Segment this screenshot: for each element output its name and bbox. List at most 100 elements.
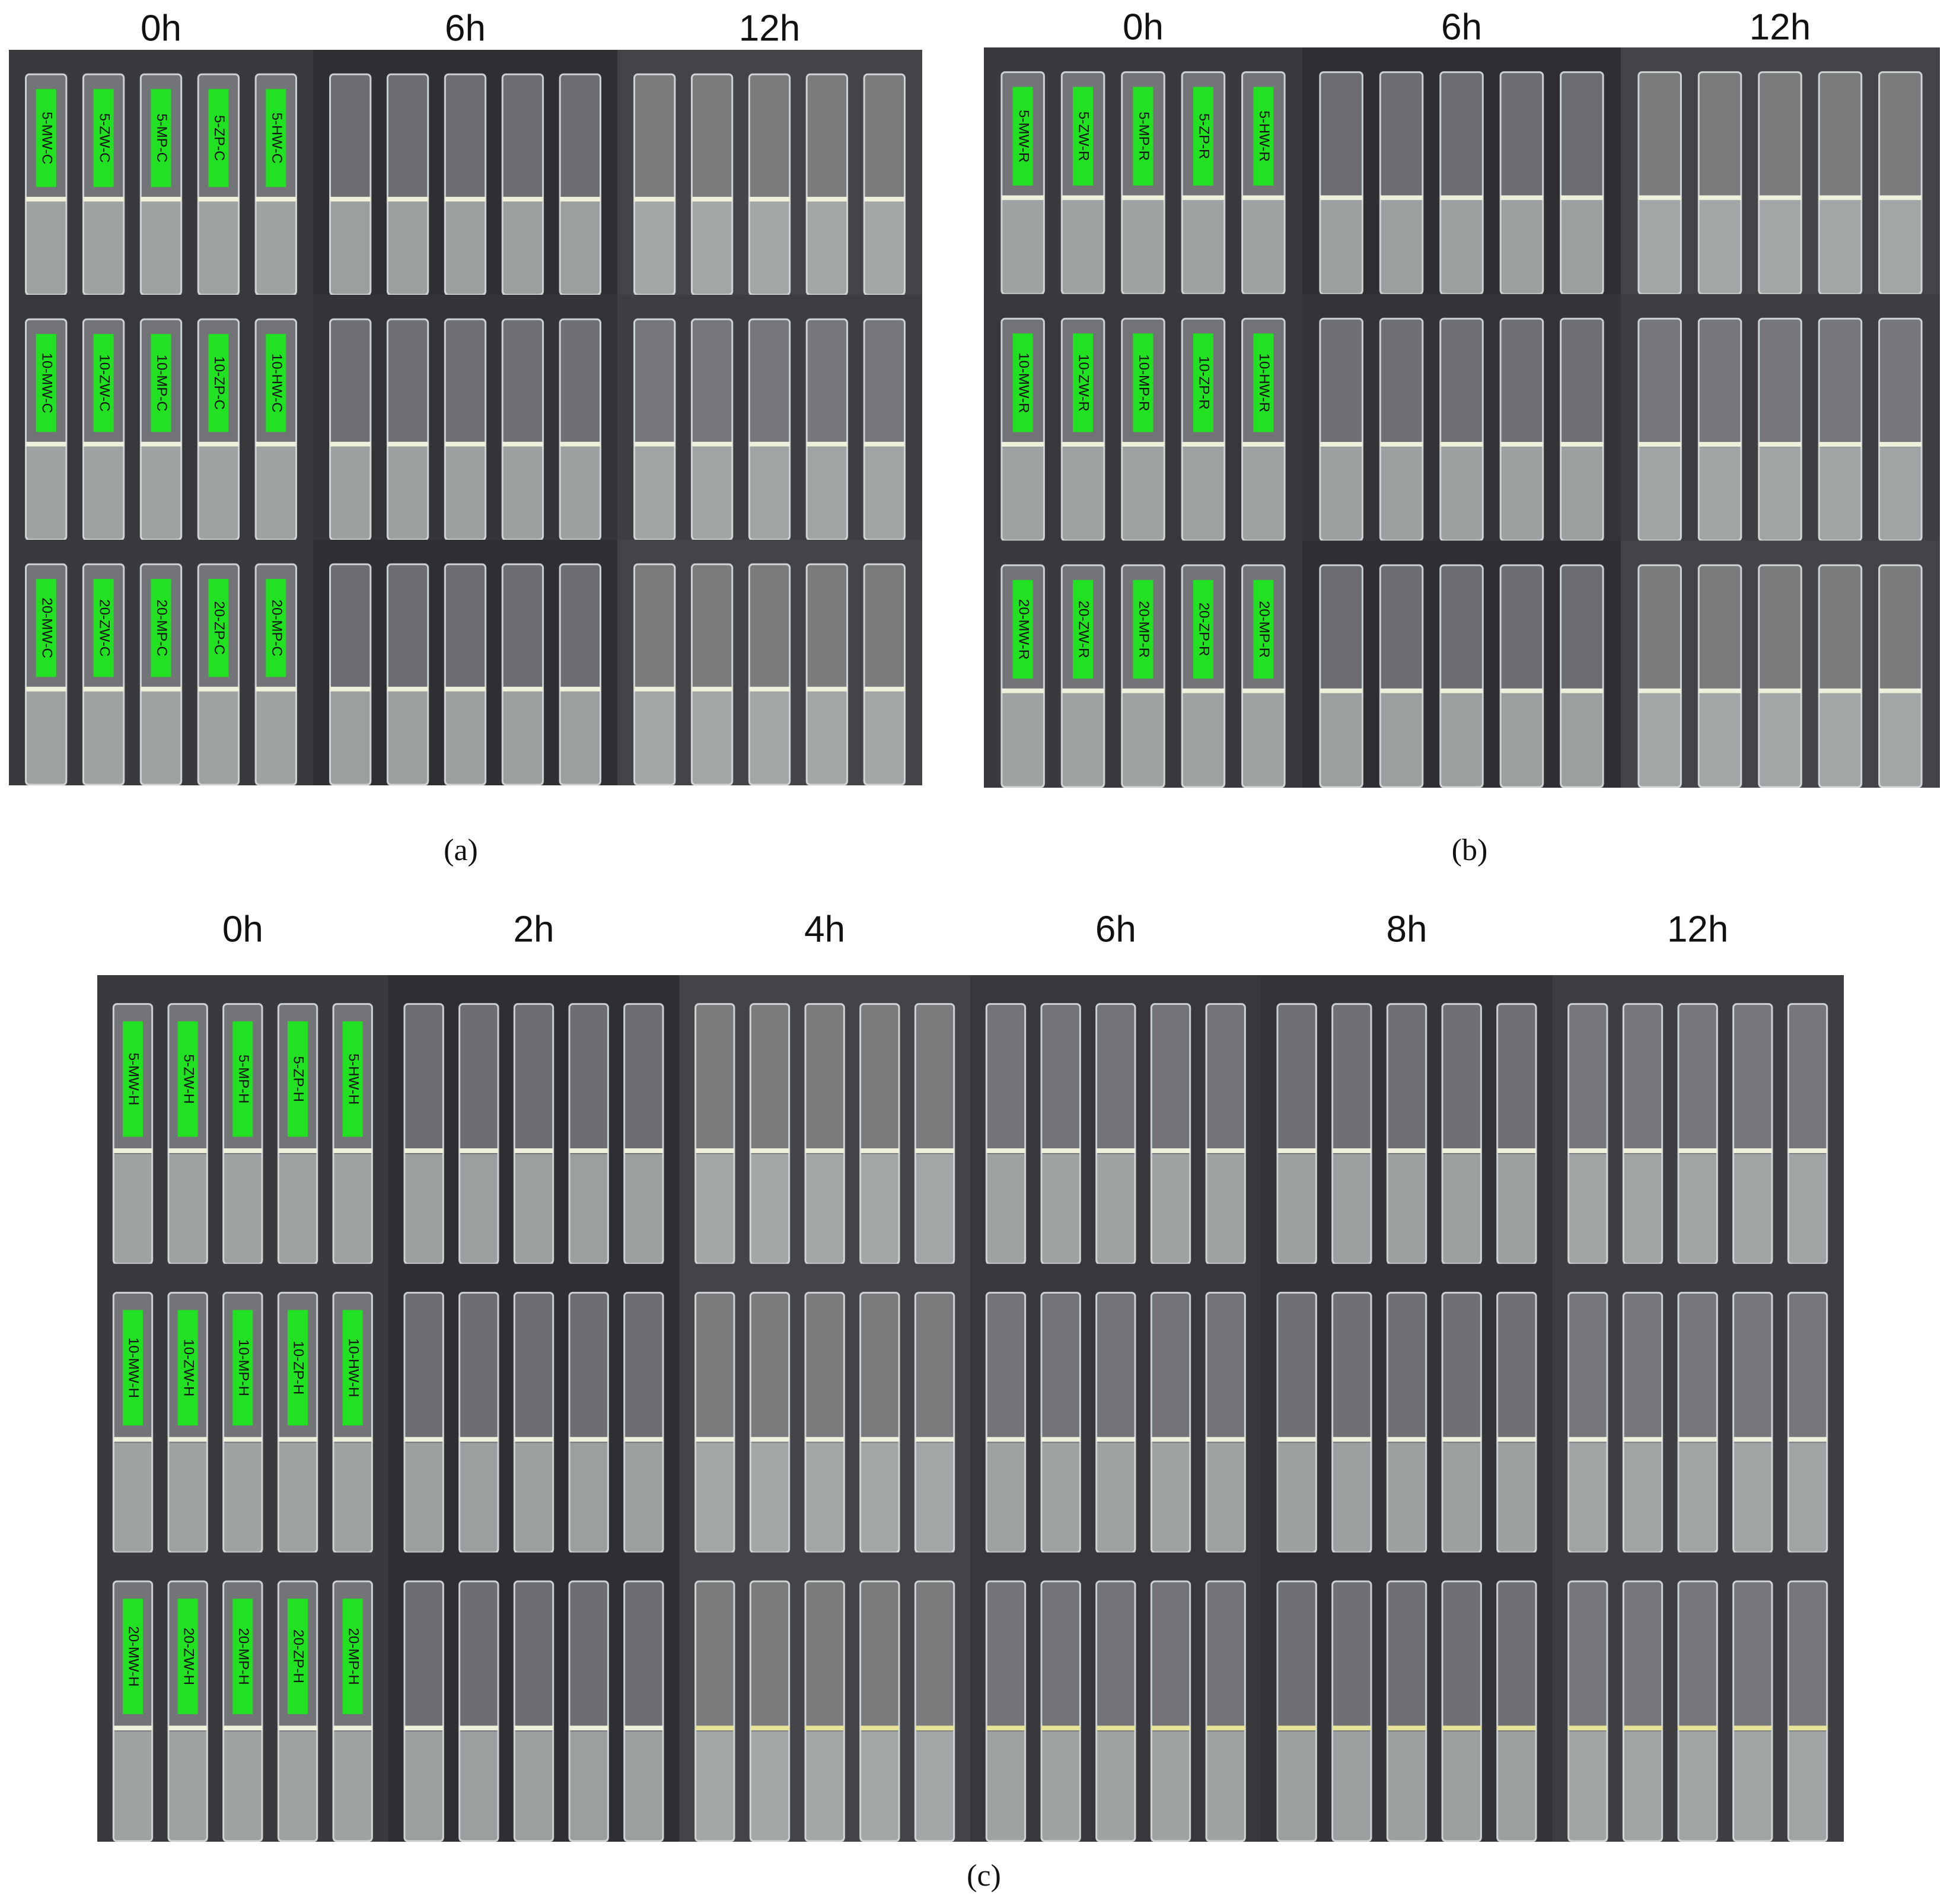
photo — [679, 975, 971, 1265]
tube-label-bg — [1253, 333, 1274, 432]
meniscus — [404, 1148, 444, 1153]
meniscus — [1638, 195, 1681, 200]
meniscus — [223, 1725, 263, 1731]
tube — [559, 563, 601, 786]
tube-label: 5-MW-H — [126, 1053, 142, 1106]
tube-label-bg — [288, 1021, 308, 1137]
tube-label: 10-MW-C — [39, 353, 55, 413]
time-label: 2h — [514, 909, 555, 950]
meniscus — [805, 1725, 845, 1731]
photo — [970, 975, 1262, 1265]
meniscus — [1380, 442, 1423, 447]
tube-label-bg — [288, 1599, 308, 1714]
tube-label-bg — [1193, 580, 1213, 679]
photo — [388, 1263, 680, 1553]
liquid — [387, 447, 428, 540]
liquid — [1387, 1154, 1426, 1264]
meniscus — [1332, 1437, 1372, 1442]
tube — [914, 1580, 955, 1842]
meniscus — [141, 441, 181, 447]
meniscus — [624, 1725, 664, 1731]
panel-caption: (c) — [967, 1859, 1001, 1893]
liquid — [1788, 1731, 1827, 1841]
liquid — [1560, 693, 1604, 787]
liquid — [1041, 1154, 1081, 1264]
tube — [623, 1003, 664, 1265]
tube-label: 10-ZP-H — [291, 1341, 307, 1395]
tube-label-bg — [1193, 87, 1213, 186]
tube — [859, 1003, 900, 1265]
meniscus — [1568, 1148, 1608, 1153]
tube-label-bg — [342, 1599, 363, 1714]
meniscus — [1151, 1148, 1190, 1153]
liquid — [1442, 1154, 1481, 1264]
tube-label-bg — [1073, 333, 1094, 432]
meniscus — [83, 686, 124, 692]
liquid — [330, 692, 371, 785]
tube — [1732, 1003, 1773, 1265]
meniscus — [198, 441, 239, 447]
time-label: 6h — [1441, 7, 1482, 47]
meniscus — [459, 1148, 499, 1153]
liquid — [1242, 200, 1285, 294]
meniscus — [1332, 1148, 1372, 1153]
liquid — [278, 1154, 317, 1264]
liquid — [864, 447, 905, 540]
meniscus — [1121, 442, 1165, 447]
photo — [1552, 975, 1844, 1265]
meniscus — [1182, 688, 1225, 693]
liquid — [278, 1443, 317, 1553]
tube — [501, 563, 544, 786]
meniscus — [256, 441, 297, 447]
liquid — [1568, 1154, 1608, 1264]
tube-label: 10-MP-C — [154, 355, 170, 412]
meniscus — [1096, 1148, 1136, 1153]
photo — [1261, 975, 1553, 1265]
tube-label: 5-ZW-H — [180, 1054, 196, 1104]
meniscus — [1733, 1437, 1773, 1442]
meniscus — [1788, 1725, 1827, 1731]
liquid — [141, 692, 181, 785]
liquid — [330, 447, 371, 540]
liquid — [1497, 1154, 1537, 1264]
liquid — [26, 447, 66, 540]
meniscus — [1568, 1437, 1608, 1442]
liquid — [1623, 1443, 1662, 1553]
meniscus — [860, 1725, 900, 1731]
meniscus — [1442, 1148, 1481, 1153]
photo — [1302, 294, 1621, 542]
tube-label-bg — [122, 1021, 143, 1137]
tube-label-bg — [151, 334, 171, 432]
meniscus — [1380, 688, 1423, 693]
liquid — [750, 1731, 789, 1841]
liquid — [864, 202, 905, 295]
tube — [1677, 1580, 1718, 1842]
liquid — [1699, 693, 1741, 787]
tube-label-bg — [1133, 333, 1153, 432]
liquid — [113, 1731, 152, 1841]
time-label: 0h — [141, 8, 181, 49]
meniscus — [1242, 195, 1285, 200]
meniscus — [333, 1725, 372, 1731]
tube-label: 20-MP-C — [269, 600, 285, 657]
photo — [1621, 294, 1940, 542]
meniscus — [624, 1148, 664, 1153]
meniscus — [1440, 688, 1483, 693]
tube — [1787, 1003, 1828, 1265]
meniscus — [1497, 1437, 1537, 1442]
meniscus — [634, 686, 675, 692]
liquid — [915, 1443, 954, 1553]
liquid — [807, 447, 847, 540]
tube-label: 10-ZW-R — [1076, 354, 1092, 412]
photo — [388, 1552, 680, 1842]
tube-label: 5-MW-R — [1015, 110, 1031, 163]
liquid — [805, 1731, 845, 1841]
liquid — [198, 447, 239, 540]
tube-label: 5-HW-R — [1256, 111, 1272, 162]
meniscus — [692, 196, 732, 202]
meniscus — [1678, 1725, 1717, 1731]
tube — [1560, 564, 1604, 788]
tube — [1758, 564, 1802, 788]
liquid — [445, 447, 486, 540]
liquid — [1320, 200, 1363, 294]
